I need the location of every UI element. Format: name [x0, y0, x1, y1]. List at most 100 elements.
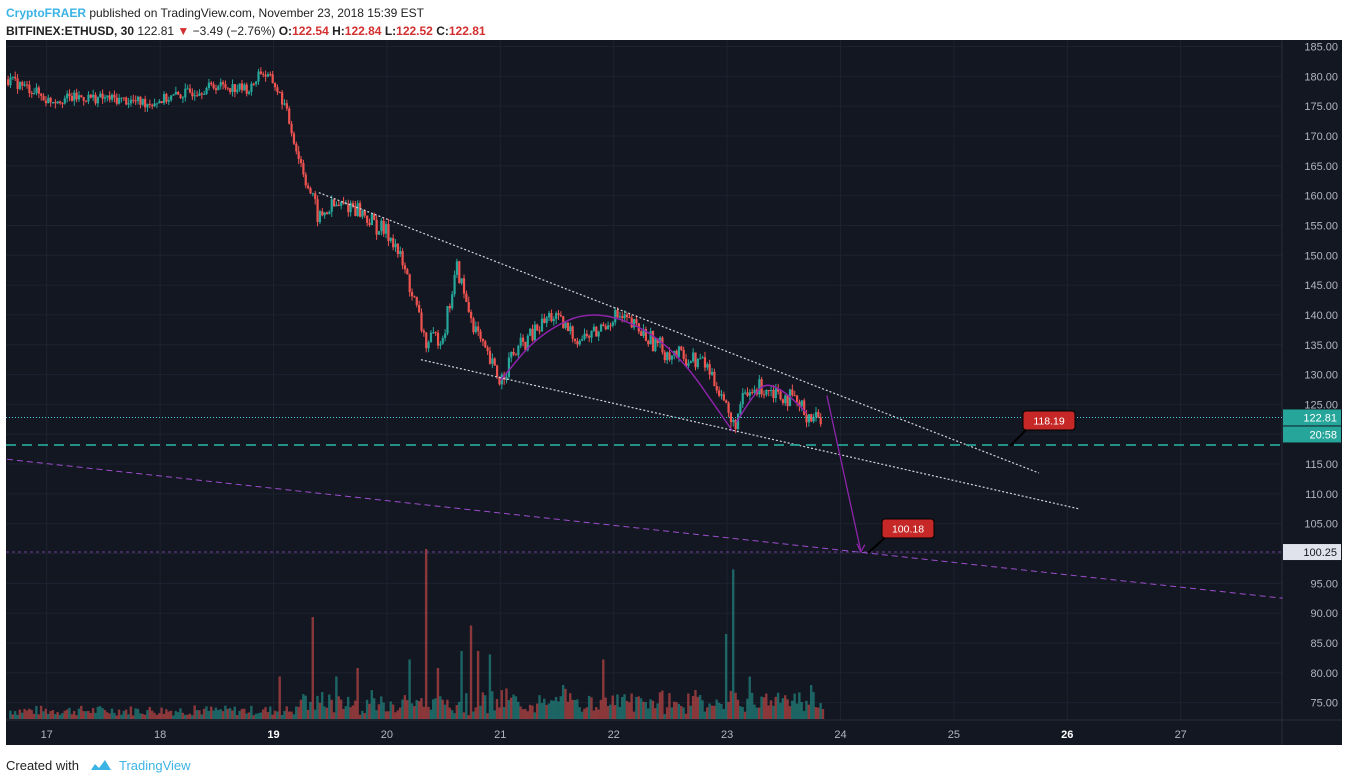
volume-bar	[713, 705, 716, 719]
volume-bar	[103, 709, 107, 719]
candle-body	[233, 84, 236, 92]
volume-bar	[80, 705, 83, 719]
volume-bar	[94, 712, 97, 719]
volume-bar	[44, 708, 48, 719]
price-tick-label: 180.00	[1304, 71, 1338, 83]
lower-support-line	[420, 359, 1079, 510]
volume-bar	[28, 708, 31, 719]
countdown-badge: 20:58	[1309, 429, 1337, 441]
candle-body	[221, 82, 225, 85]
price-chart[interactable]: 118.19 100.18 185.00 180.00 175.00 170.00 165.…	[6, 40, 1342, 745]
volume-bar	[729, 690, 733, 719]
volume-bar	[680, 706, 683, 719]
volume-bar	[346, 696, 350, 719]
volume-bar	[535, 703, 539, 719]
volume-bar	[313, 709, 317, 719]
volume-bar	[644, 702, 648, 719]
candle-body	[9, 77, 12, 86]
volume-bar	[491, 691, 494, 719]
candle-body	[252, 83, 255, 85]
candle-body	[146, 103, 149, 108]
candle-body	[779, 391, 782, 400]
volume-bar	[576, 699, 579, 719]
volume-bar	[793, 693, 796, 719]
candle-body	[526, 335, 529, 351]
volume-bar	[587, 695, 591, 719]
volume-bar	[776, 692, 780, 719]
volume-bar	[703, 711, 707, 719]
candle-body	[444, 333, 447, 339]
candle-body	[729, 412, 733, 423]
candle-body	[692, 352, 695, 362]
candle-body	[344, 203, 348, 205]
candle-body	[451, 294, 454, 309]
volume-bar	[143, 714, 147, 719]
candle-body	[630, 317, 633, 328]
low-label: L:	[384, 24, 397, 38]
candle-body	[774, 388, 777, 399]
volume-bar	[91, 708, 95, 719]
candle-body	[732, 419, 735, 423]
volume-bar	[585, 707, 588, 719]
volume-bar	[186, 714, 189, 719]
candle-body	[295, 143, 298, 152]
volume-bar	[221, 711, 225, 719]
volume-bar	[122, 710, 125, 719]
volume-bar	[377, 704, 381, 719]
candle-body	[689, 361, 692, 364]
volume-bar	[72, 711, 76, 719]
candle-body	[122, 97, 125, 99]
candle-body	[474, 326, 477, 333]
volume-bar	[365, 699, 369, 719]
candle-body	[21, 82, 24, 86]
volume-bar	[420, 698, 423, 719]
tradingview-brand-link[interactable]: TradingView	[89, 758, 191, 773]
volume-bar	[23, 708, 26, 719]
candle-body	[557, 313, 560, 315]
down-triangle-icon: ▼	[177, 24, 190, 38]
volume-bar	[512, 694, 515, 719]
candle-body	[677, 346, 681, 357]
price-tick-label: 90.00	[1310, 608, 1338, 620]
volume-bar	[245, 713, 248, 719]
candle-body	[224, 84, 227, 88]
candle-body	[670, 355, 673, 360]
volume-bar	[214, 707, 218, 719]
volume-bar	[200, 714, 203, 719]
volume-bar	[37, 714, 40, 719]
candle-body	[618, 316, 622, 318]
candle-body	[47, 97, 50, 104]
volume-bar	[243, 708, 246, 719]
candle-body	[240, 83, 244, 91]
volume-bar	[54, 714, 57, 719]
volume-bar	[554, 696, 558, 719]
volume-bar	[139, 713, 142, 719]
volume-bar	[408, 659, 411, 719]
volume-bar	[694, 690, 697, 719]
volume-bar	[528, 704, 532, 719]
volume-bar	[791, 700, 794, 719]
volume-bar	[259, 712, 262, 719]
candle-body	[311, 193, 314, 195]
candle-body	[640, 331, 643, 336]
price-tick-label: 95.00	[1310, 578, 1338, 590]
volume-bar	[120, 714, 123, 719]
candle-body	[285, 103, 288, 109]
volume-bar	[422, 706, 425, 719]
author-link[interactable]: CryptoFRAER	[6, 6, 86, 20]
volume-bar	[87, 711, 90, 719]
volume-bar	[65, 709, 69, 719]
candle-body	[141, 99, 144, 105]
chart-area[interactable]: 118.19 100.18 185.00 180.00 175.00 170.00 165.…	[6, 40, 1342, 745]
candle-body	[49, 97, 52, 103]
volume-bar	[767, 705, 770, 719]
candle-body	[80, 95, 83, 98]
volume-bar	[75, 715, 78, 719]
volume-bar	[665, 707, 669, 719]
volume-bar	[309, 701, 312, 719]
candle-body	[28, 84, 31, 93]
candle-body	[394, 243, 397, 248]
candle-body	[666, 352, 669, 361]
candle-body	[236, 89, 239, 92]
candle-body	[493, 358, 496, 366]
